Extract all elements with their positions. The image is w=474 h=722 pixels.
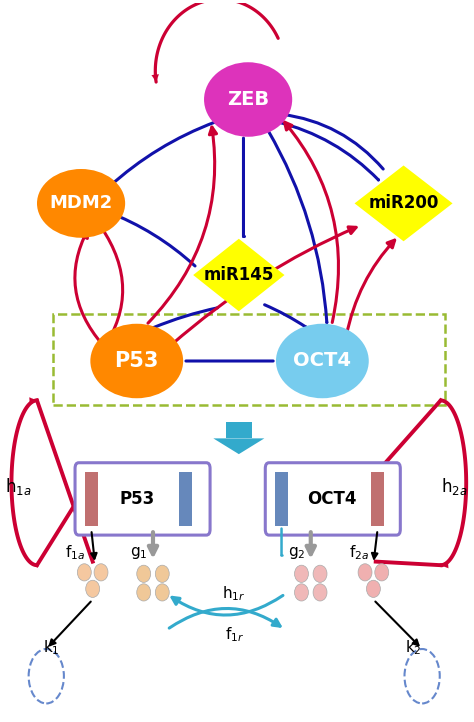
- Text: f$_{1r}$: f$_{1r}$: [225, 625, 244, 644]
- Ellipse shape: [358, 564, 372, 581]
- FancyArrowPatch shape: [281, 114, 383, 169]
- FancyBboxPatch shape: [265, 463, 401, 535]
- Ellipse shape: [294, 565, 309, 583]
- Ellipse shape: [276, 323, 369, 399]
- Bar: [275, 472, 288, 526]
- Text: P53: P53: [115, 351, 159, 371]
- Ellipse shape: [137, 584, 151, 601]
- Ellipse shape: [294, 584, 309, 601]
- Text: miR200: miR200: [368, 194, 439, 212]
- Bar: [179, 472, 191, 526]
- Text: MDM2: MDM2: [49, 194, 113, 212]
- Ellipse shape: [366, 580, 380, 597]
- Polygon shape: [355, 165, 453, 241]
- Text: g$_2$: g$_2$: [288, 545, 306, 561]
- Ellipse shape: [204, 62, 292, 136]
- Polygon shape: [226, 422, 252, 438]
- FancyArrowPatch shape: [109, 122, 215, 187]
- Ellipse shape: [91, 323, 183, 399]
- Ellipse shape: [37, 169, 125, 238]
- FancyArrowPatch shape: [264, 305, 306, 327]
- Text: OCT4: OCT4: [307, 490, 356, 508]
- Text: k$_1$: k$_1$: [43, 638, 59, 657]
- FancyArrowPatch shape: [107, 212, 195, 266]
- Polygon shape: [193, 239, 284, 311]
- Text: P53: P53: [119, 490, 155, 508]
- Text: f$_{2a}$: f$_{2a}$: [349, 544, 370, 562]
- Ellipse shape: [375, 564, 389, 581]
- Ellipse shape: [86, 580, 100, 597]
- Ellipse shape: [137, 565, 151, 583]
- Text: h$_{2a}$: h$_{2a}$: [441, 476, 468, 497]
- Text: f$_{1a}$: f$_{1a}$: [65, 544, 86, 562]
- Polygon shape: [213, 438, 264, 454]
- FancyArrowPatch shape: [276, 121, 379, 180]
- FancyArrowPatch shape: [153, 308, 218, 328]
- Text: g$_1$: g$_1$: [130, 545, 148, 561]
- Text: OCT4: OCT4: [293, 352, 351, 370]
- Text: h$_{1a}$: h$_{1a}$: [5, 476, 32, 497]
- Bar: [53, 315, 445, 406]
- Ellipse shape: [313, 565, 327, 583]
- Text: h$_{1r}$: h$_{1r}$: [222, 585, 246, 603]
- Bar: [371, 472, 384, 526]
- Ellipse shape: [155, 565, 169, 583]
- Ellipse shape: [94, 564, 108, 581]
- Text: k$_2$: k$_2$: [404, 638, 421, 657]
- Ellipse shape: [77, 564, 91, 581]
- FancyArrowPatch shape: [268, 131, 327, 323]
- Text: ZEB: ZEB: [227, 90, 269, 109]
- Text: miR145: miR145: [204, 266, 274, 284]
- Bar: [85, 472, 98, 526]
- Ellipse shape: [155, 584, 169, 601]
- Ellipse shape: [313, 584, 327, 601]
- FancyBboxPatch shape: [75, 463, 210, 535]
